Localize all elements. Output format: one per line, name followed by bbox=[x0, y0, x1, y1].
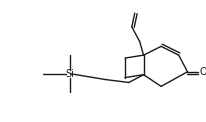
Text: O: O bbox=[199, 67, 206, 77]
Text: Si: Si bbox=[66, 69, 75, 79]
